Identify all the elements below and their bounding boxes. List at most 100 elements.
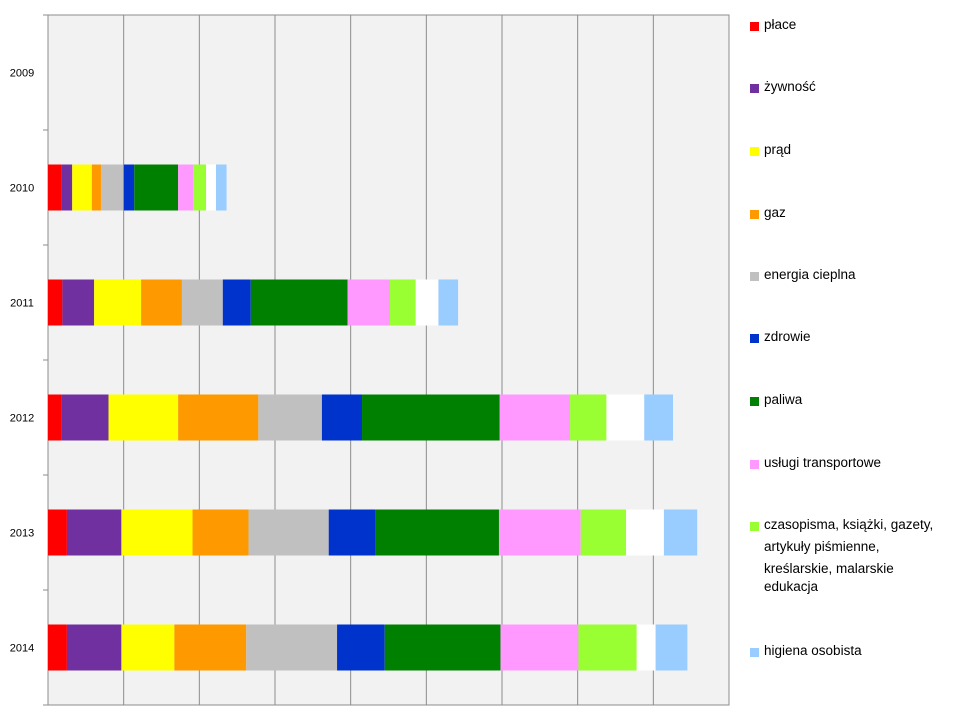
- bar-segment: [100, 164, 124, 211]
- legend-label: zdrowie: [764, 329, 811, 344]
- bar-segment: [570, 394, 607, 441]
- bar-segment: [384, 624, 501, 671]
- legend-item-czasopisma: czasopisma, książki, gazety, artykuły pi…: [750, 517, 949, 580]
- bar-segment: [193, 164, 207, 211]
- legend-label: płace: [764, 17, 797, 32]
- bar-segment: [66, 624, 122, 671]
- bar-segment: [48, 509, 67, 556]
- legend-item-edukacja: edukacja: [750, 579, 818, 598]
- bar-segment: [134, 164, 179, 211]
- plot-area: [47, 14, 730, 706]
- legend: płace żywność prąd gaz energia cieplna z…: [750, 0, 955, 720]
- legend-item-energia-cieplna: energia cieplna: [750, 267, 856, 286]
- bar-segment: [66, 509, 122, 556]
- legend-label: paliwa: [764, 392, 803, 407]
- bar-segment: [178, 164, 194, 211]
- bar-segment: [72, 164, 92, 211]
- legend-swatch: [750, 584, 759, 593]
- bar-segment: [362, 394, 500, 441]
- y-tick-label: 2009: [10, 68, 34, 80]
- bar-segment: [500, 624, 579, 671]
- legend-item-gaz: gaz: [750, 205, 786, 224]
- bar-segment: [578, 624, 637, 671]
- bar-segment: [215, 164, 227, 211]
- bar-segment: [62, 279, 95, 326]
- bar-segment: [181, 279, 223, 326]
- bar-segment: [655, 624, 688, 671]
- bar-segment: [48, 164, 62, 211]
- bar-segment: [415, 279, 439, 326]
- bar-segment: [328, 509, 376, 556]
- legend-swatch: [750, 84, 759, 93]
- bar-segment: [321, 394, 363, 441]
- stacked-bar-chart: 2009 2010 2011 2012 2013 2014: [10, 14, 730, 706]
- y-axis: 2009 2010 2011 2012 2013 2014: [10, 14, 48, 706]
- bar-segment: [192, 509, 249, 556]
- bar-segment: [61, 164, 73, 211]
- y-tick-label: 2014: [10, 643, 34, 655]
- bar-segment: [498, 509, 581, 556]
- bar-segment: [626, 509, 664, 556]
- bar-segment: [61, 394, 109, 441]
- legend-item-zdrowie: zdrowie: [750, 329, 811, 348]
- legend-swatch: [750, 272, 759, 281]
- legend-label: żywność: [764, 79, 816, 94]
- legend-item-higiena-osobista: higiena osobista: [750, 643, 862, 662]
- legend-label: prąd: [764, 142, 792, 157]
- bar-segment: [108, 394, 179, 441]
- bar-segment: [580, 509, 627, 556]
- bar-segment: [337, 624, 385, 671]
- bar-segment: [121, 624, 175, 671]
- legend-item-zywnosc: żywność: [750, 79, 816, 98]
- y-tick-label: 2013: [10, 528, 34, 540]
- legend-swatch: [750, 147, 759, 156]
- bar-segment: [663, 509, 698, 556]
- legend-swatch: [750, 522, 759, 531]
- bar-segment: [123, 164, 135, 211]
- legend-swatch: [750, 397, 759, 406]
- bar-segment: [91, 164, 101, 211]
- bar-segment: [606, 394, 645, 441]
- bar-segment: [246, 624, 338, 671]
- bars: [48, 164, 698, 671]
- bar-segment: [141, 279, 182, 326]
- legend-swatch: [750, 460, 759, 469]
- legend-label: czasopisma, książki, gazety, artykuły pi…: [764, 517, 934, 576]
- bar-segment: [121, 509, 193, 556]
- y-tick-label: 2010: [10, 183, 34, 195]
- legend-item-prad: prąd: [750, 142, 791, 161]
- bar-segment: [438, 279, 459, 326]
- bar-segment: [375, 509, 499, 556]
- bar-segment: [248, 509, 329, 556]
- legend-label: higiena osobista: [764, 643, 862, 658]
- legend-label: energia cieplna: [764, 267, 856, 282]
- y-tick-label: 2011: [10, 298, 34, 310]
- bar-segment: [250, 279, 348, 326]
- legend-item-place: płace: [750, 17, 796, 36]
- bar-segment: [178, 394, 259, 441]
- bar-segment: [48, 279, 63, 326]
- bar-segment: [174, 624, 247, 671]
- bar-segment: [206, 164, 216, 211]
- bar-segment: [644, 394, 674, 441]
- bar-segment: [390, 279, 416, 326]
- bar-segment: [347, 279, 391, 326]
- bar-segment: [222, 279, 251, 326]
- bar-segment: [499, 394, 571, 441]
- legend-label: usługi transportowe: [764, 455, 882, 470]
- legend-swatch: [750, 210, 759, 219]
- legend-label: gaz: [764, 205, 786, 220]
- gridlines: [123, 15, 654, 705]
- bar-segment: [94, 279, 142, 326]
- legend-item-paliwa: paliwa: [750, 392, 802, 411]
- legend-swatch: [750, 22, 759, 31]
- legend-swatch: [750, 334, 759, 343]
- bar-segment: [258, 394, 322, 441]
- bar-segment: [636, 624, 656, 671]
- legend-label: edukacja: [764, 579, 819, 594]
- legend-item-uslugi-transportowe: usługi transportowe: [750, 455, 881, 474]
- bar-segment: [48, 624, 67, 671]
- bar-segment: [48, 394, 62, 441]
- legend-swatch: [750, 648, 759, 657]
- y-tick-label: 2012: [10, 413, 34, 425]
